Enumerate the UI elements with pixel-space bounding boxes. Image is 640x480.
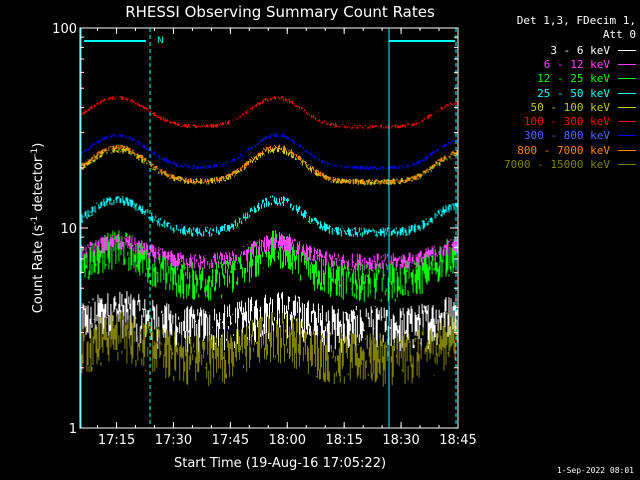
series-100-300kev: [79, 95, 459, 130]
render-timestamp: 1-Sep-2022 08:01: [556, 466, 634, 475]
y-tick-label: 100: [52, 22, 77, 37]
legend-item-label: 7000 - 15000 keV: [504, 158, 610, 172]
axes-layer: N 17:15 17:30 17:45 18:00 18:15 18:30 18:45 1 10 1…: [52, 22, 477, 448]
legend-item-swatch: [618, 92, 636, 94]
legend-item: 12 - 25 keV: [478, 72, 636, 86]
data-layer: [79, 95, 459, 387]
legend-item: 6 - 12 keV: [478, 57, 636, 71]
legend-item: 3 - 6 keV: [478, 43, 636, 57]
legend-item-label: 3 - 6 keV: [550, 43, 610, 57]
x-tick-label: 17:30: [155, 433, 192, 448]
legend-item-label: 100 - 300 keV: [523, 115, 610, 129]
plot-frame: [79, 27, 459, 429]
legend-item-swatch: [618, 78, 636, 80]
legend-item-swatch: [618, 49, 636, 51]
legend: Det 1,3, FDecim 1, Att 0 3 - 6 keV 6 - 12…: [478, 14, 636, 172]
legend-item-label: 6 - 12 keV: [543, 57, 610, 71]
x-tick-label: 18:00: [269, 433, 306, 448]
legend-header: Det 1,3, FDecim 1, Att 0: [478, 14, 636, 42]
x-tick-label: 17:45: [212, 433, 249, 448]
series-25-50kev: [79, 195, 459, 238]
y-axis-label: Count Rate (s-1 detector-1): [30, 143, 46, 314]
legend-item-swatch: [618, 121, 636, 123]
x-tick-label: 18:45: [439, 433, 476, 448]
legend-item: 7000 - 15000 keV: [478, 157, 636, 171]
x-tick-label: 18:30: [382, 433, 419, 448]
legend-item: 25 - 50 keV: [478, 86, 636, 100]
x-tick-label: 17:15: [98, 433, 135, 448]
legend-item-label: 300 - 800 keV: [523, 129, 610, 143]
legend-item-label: 50 - 100 keV: [530, 100, 610, 114]
legend-item: 800 - 7000 keV: [478, 143, 636, 157]
legend-item-label: 25 - 50 keV: [537, 86, 610, 100]
legend-item: 100 - 300 keV: [478, 114, 636, 128]
legend-item-label: 800 - 7000 keV: [517, 143, 610, 157]
legend-item-swatch: [618, 106, 636, 108]
y-tick-label: 1: [69, 422, 77, 437]
legend-item-swatch: [618, 149, 636, 151]
legend-item-label: 12 - 25 keV: [537, 72, 610, 86]
x-axis-label: Start Time (19-Aug-16 17:05:22): [174, 456, 386, 471]
y-tick-label: 10: [60, 222, 77, 237]
legend-header-line1: Det 1,3, FDecim 1,: [516, 14, 636, 27]
legend-item-swatch: [618, 135, 636, 137]
legend-item: 300 - 800 keV: [478, 129, 636, 143]
legend-item-swatch: [618, 63, 636, 65]
legend-header-line2: Att 0: [602, 28, 636, 41]
legend-rows: 3 - 6 keV 6 - 12 keV 12 - 25 keV 25 - 50 ke…: [478, 43, 636, 172]
night-marker-label: N: [157, 36, 164, 46]
chart-title: RHESSI Observing Summary Count Rates: [125, 3, 435, 21]
legend-item: 50 - 100 keV: [478, 100, 636, 114]
series-7000-15000kev: [79, 311, 459, 387]
x-tick-label: 18:15: [325, 433, 362, 448]
legend-item-swatch: [618, 164, 636, 166]
